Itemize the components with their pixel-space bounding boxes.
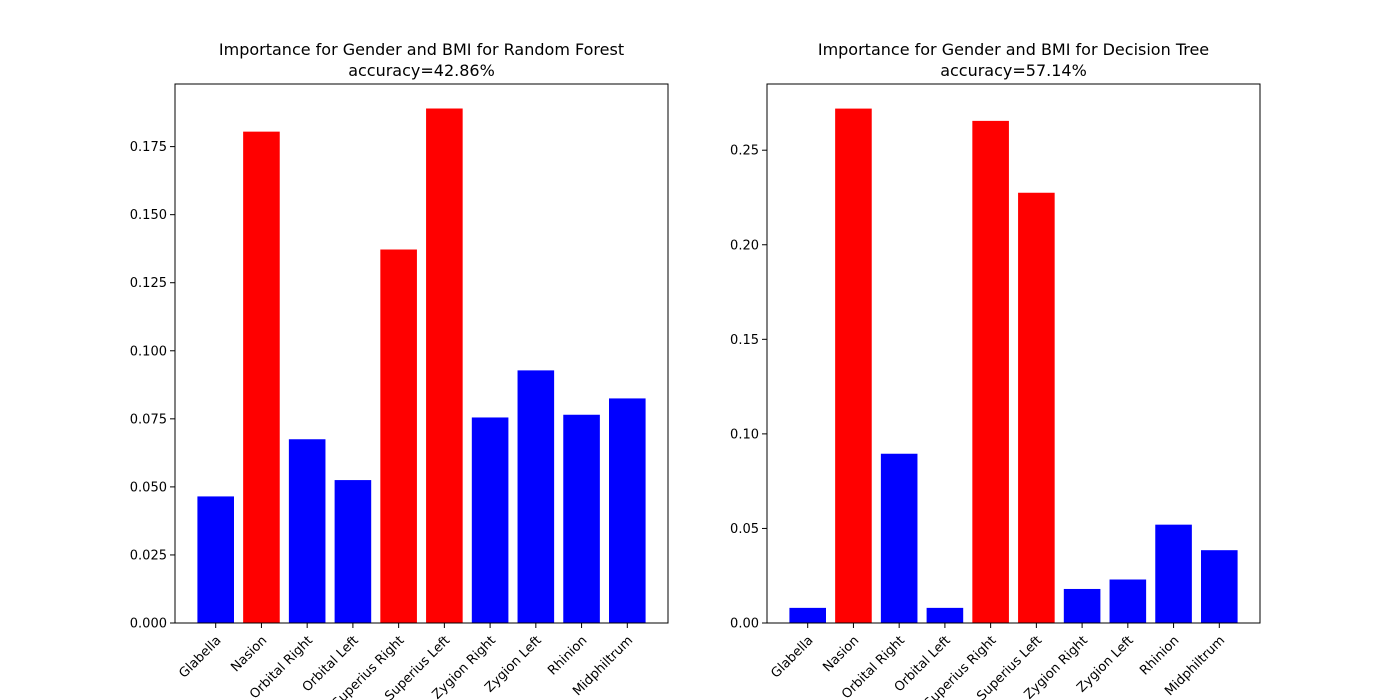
bar-superius-right bbox=[380, 249, 417, 623]
bar-zygion-right bbox=[1063, 588, 1101, 623]
bar-zygion-right bbox=[471, 417, 509, 623]
bar-midphiltrum bbox=[1201, 550, 1238, 623]
y-tick-label: 0.025 bbox=[130, 548, 167, 563]
bar-orbital-right bbox=[288, 439, 326, 623]
bar-nasion bbox=[835, 108, 872, 624]
bar-zygion-left bbox=[1109, 579, 1147, 623]
y-tick-label: 0.175 bbox=[130, 140, 167, 155]
bar-superius-right bbox=[972, 120, 1009, 623]
y-tick-label: 0.10 bbox=[730, 427, 759, 442]
bar-zygion-left bbox=[517, 370, 555, 623]
y-tick-label: 0.00 bbox=[730, 617, 759, 632]
bar-orbital-right bbox=[880, 453, 918, 623]
y-tick-label: 0.20 bbox=[730, 238, 759, 253]
y-tick-label: 0.100 bbox=[130, 344, 167, 359]
chart-subtitle: accuracy=57.14% bbox=[940, 61, 1087, 80]
y-tick-label: 0.000 bbox=[130, 617, 167, 632]
bar-nasion bbox=[243, 131, 280, 623]
bar-glabella bbox=[789, 607, 826, 623]
axes-frame bbox=[766, 83, 1261, 624]
bar-superius-left bbox=[426, 108, 463, 623]
bar-orbital-left bbox=[926, 607, 964, 623]
chart-decision-tree: Importance for Gender and BMI for Decisi… bbox=[730, 40, 1261, 700]
x-tick-label: Nasion bbox=[820, 633, 862, 675]
axes-frame bbox=[174, 83, 669, 624]
y-tick-label: 0.050 bbox=[130, 480, 167, 495]
bar-rhinion bbox=[563, 414, 600, 623]
y-tick-label: 0.150 bbox=[130, 208, 167, 223]
chart-title: Importance for Gender and BMI for Random… bbox=[219, 40, 624, 59]
y-tick-label: 0.25 bbox=[730, 144, 759, 159]
bar-midphiltrum bbox=[609, 398, 646, 623]
chart-title: Importance for Gender and BMI for Decisi… bbox=[818, 40, 1209, 59]
bar-superius-left bbox=[1018, 192, 1055, 623]
x-tick-label: Glabella bbox=[176, 633, 224, 681]
x-tick-label: Nasion bbox=[228, 633, 270, 675]
chart-random-forest: Importance for Gender and BMI for Random… bbox=[130, 40, 669, 700]
x-tick-label: Rhinion bbox=[1137, 633, 1182, 678]
chart-subtitle: accuracy=42.86% bbox=[348, 61, 495, 80]
y-tick-label: 0.15 bbox=[730, 333, 759, 348]
x-tick-label: Rhinion bbox=[545, 633, 590, 678]
bar-glabella bbox=[197, 496, 234, 623]
y-tick-label: 0.075 bbox=[130, 412, 167, 427]
y-tick-label: 0.05 bbox=[730, 522, 759, 537]
bar-orbital-left bbox=[334, 480, 372, 623]
bar-rhinion bbox=[1155, 524, 1192, 623]
y-tick-label: 0.125 bbox=[130, 276, 167, 291]
x-tick-label: Glabella bbox=[768, 633, 816, 681]
